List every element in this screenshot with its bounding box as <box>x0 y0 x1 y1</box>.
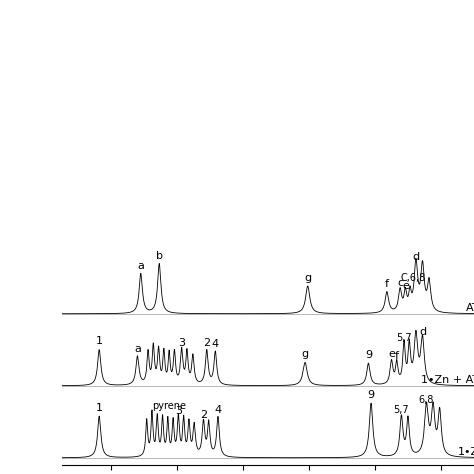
Text: pyrene: pyrene <box>152 401 186 411</box>
Text: 2: 2 <box>200 410 207 420</box>
Text: 4: 4 <box>214 405 221 415</box>
Text: ATP: ATP <box>465 303 474 313</box>
Text: a: a <box>137 261 144 271</box>
Text: 3: 3 <box>178 338 185 348</box>
Text: b: b <box>156 251 163 261</box>
Text: e: e <box>388 349 395 359</box>
Text: g: g <box>304 273 311 283</box>
Text: 5,7: 5,7 <box>396 333 412 343</box>
Text: d: d <box>419 327 426 337</box>
Text: 1•Zn + ATP: 1•Zn + ATP <box>421 375 474 385</box>
Text: 1: 1 <box>96 337 103 346</box>
Text: 3: 3 <box>175 406 182 416</box>
Text: 4: 4 <box>212 339 219 349</box>
Text: 9: 9 <box>365 350 372 360</box>
Text: g: g <box>301 349 309 359</box>
Text: 1•Zn: 1•Zn <box>457 447 474 457</box>
Text: 6,8: 6,8 <box>419 395 434 405</box>
Text: f: f <box>395 351 399 362</box>
Text: e: e <box>402 281 409 291</box>
Text: 5,7: 5,7 <box>393 405 409 415</box>
Text: C,6,8: C,6,8 <box>400 273 425 283</box>
Text: a: a <box>134 344 141 354</box>
Text: c: c <box>397 278 403 288</box>
Text: d: d <box>412 252 419 262</box>
Text: f: f <box>385 279 389 290</box>
Text: 9: 9 <box>367 390 374 400</box>
Text: 1: 1 <box>96 403 103 413</box>
Text: 2: 2 <box>203 338 210 348</box>
